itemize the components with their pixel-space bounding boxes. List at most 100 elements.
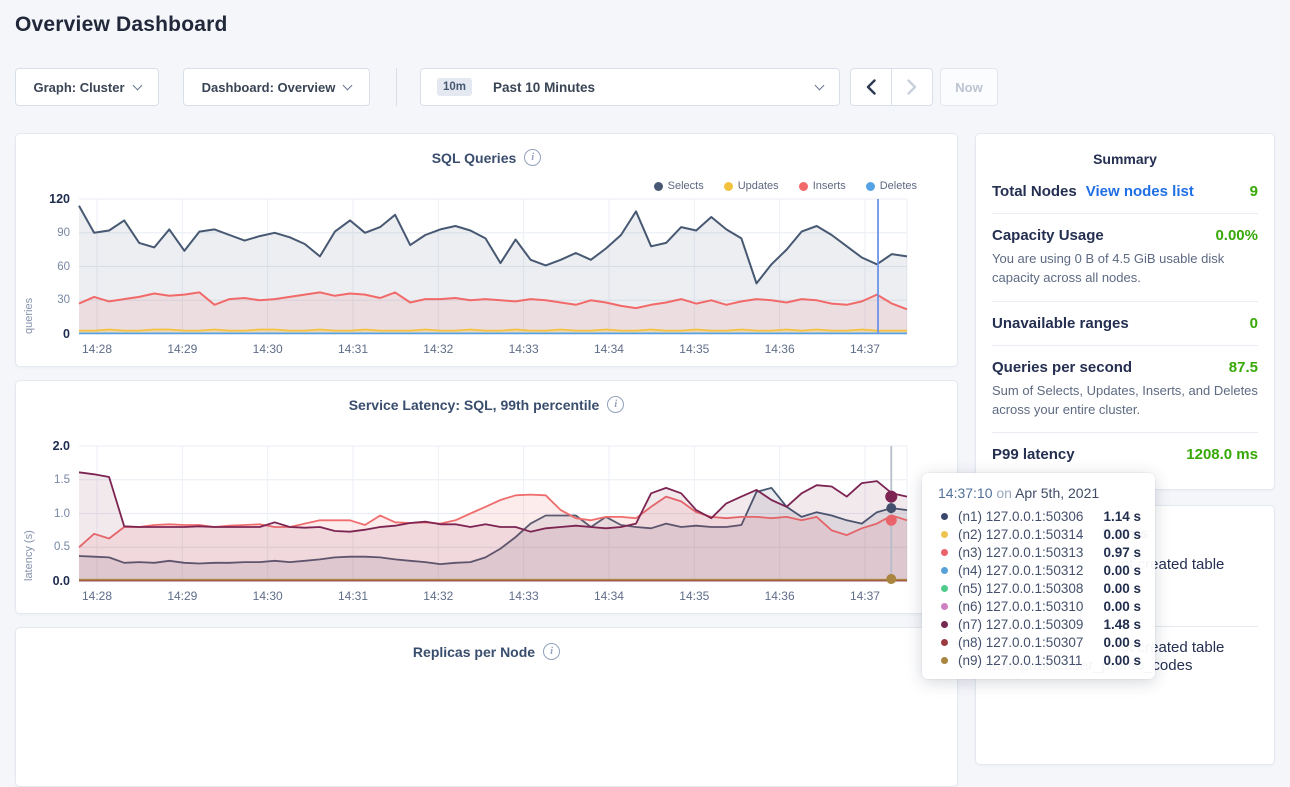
x-axis-tick-label: 14:34 [593, 342, 624, 356]
tooltip-node-label: (n3) 127.0.0.1:50313 [958, 544, 1084, 560]
node-color-dot [941, 512, 948, 520]
x-axis-tick-label: 14:32 [423, 342, 454, 356]
chevron-down-icon [132, 80, 142, 90]
now-button[interactable]: Now [940, 68, 998, 106]
x-axis-tick-label: 14:31 [337, 342, 368, 356]
tooltip-time: 14:37:10 [938, 485, 993, 501]
x-axis-tick-label: 14:35 [679, 589, 710, 603]
selects-color-dot [653, 181, 663, 191]
highlight-dot [885, 490, 898, 503]
tooltip-node-value: 0.00 s [1103, 562, 1141, 578]
x-axis-tick-label: 14:32 [423, 589, 454, 603]
summary-panel: Summary Total Nodes View nodes list 9 Ca… [975, 133, 1275, 490]
tooltip-date: Apr 5th, 2021 [1015, 485, 1100, 501]
highlight-dot [885, 514, 897, 526]
legend-label: Selects [667, 180, 704, 192]
y-axis-tick-label: 0.0 [52, 574, 70, 588]
summary-section-p99: P99 latency 1208.0 ms [992, 433, 1258, 476]
qps-label: Queries per second [992, 358, 1133, 376]
graph-dropdown[interactable]: Graph: Cluster [15, 68, 159, 106]
tooltip-node-label: (n8) 127.0.0.1:50307 [958, 634, 1084, 650]
y-axis-tick-label: 30 [57, 294, 70, 307]
tooltip-node-value: 0.00 s [1103, 526, 1141, 542]
info-icon[interactable]: i [524, 149, 542, 166]
x-axis-tick-label: 14:36 [764, 342, 795, 356]
node-color-dot [941, 638, 948, 646]
time-prev-button[interactable] [850, 68, 892, 106]
tooltip-node-value: 0.00 s [1103, 598, 1141, 614]
series-area [79, 487, 907, 581]
chevron-down-icon [814, 80, 825, 90]
time-next-button[interactable] [891, 68, 933, 106]
tooltip-node-label: (n6) 127.0.0.1:50310 [958, 598, 1084, 614]
x-axis-tick-label: 14:37 [849, 589, 880, 603]
tooltip-node-row: (n2) 127.0.0.1:50314 0.00 s [938, 525, 1141, 543]
legend-item-inserts[interactable]: Inserts [798, 180, 846, 192]
y-axis-tick-label: 1.0 [54, 507, 70, 520]
chart-canvas [78, 445, 908, 584]
dashboard-dropdown[interactable]: Dashboard: Overview [183, 68, 370, 106]
y-axis-tick-label: 0 [63, 327, 70, 341]
node-color-dot [941, 620, 948, 628]
total-nodes-value: 9 [1249, 183, 1258, 200]
p99-latency-label: P99 latency [992, 446, 1075, 464]
updates-color-dot [723, 181, 733, 191]
tooltip-node-label: (n7) 127.0.0.1:50309 [958, 616, 1084, 632]
summary-section-qps: Queries per second 87.5 Sum of Selects, … [992, 346, 1258, 434]
x-axis-tick-label: 14:33 [508, 342, 539, 356]
info-icon[interactable]: i [543, 643, 561, 660]
tooltip-node-row: (n7) 127.0.0.1:50309 1.48 s [938, 615, 1141, 633]
replicas-chart-card: Replicas per Node i [15, 627, 958, 787]
node-color-dot [941, 548, 948, 556]
chevron-right-icon [907, 79, 917, 95]
y-axis-tick-label: 1.5 [54, 473, 70, 486]
tooltip-node-label: (n5) 127.0.0.1:50308 [958, 580, 1084, 596]
legend-item-updates[interactable]: Updates [723, 180, 779, 192]
x-axis-tick-label: 14:29 [167, 589, 198, 603]
tooltip-node-value: 0.00 s [1103, 634, 1141, 650]
summary-section-unavailable: Unavailable ranges 0 [992, 302, 1258, 346]
replicas-chart-title: Replicas per Node [412, 643, 536, 660]
tooltip-node-row: (n3) 127.0.0.1:50313 0.97 s [938, 543, 1141, 561]
legend-item-deletes[interactable]: Deletes [865, 180, 917, 192]
series-line [78, 471, 908, 533]
sql-queries-chart-card: SQL Queries i Selects Updates Inserts De… [15, 133, 958, 367]
summary-title: Summary [1093, 151, 1157, 167]
tooltip-node-label: (n9) 127.0.0.1:50311 [958, 652, 1083, 668]
x-axis-tick-label: 14:35 [679, 342, 710, 356]
series-line [79, 328, 907, 332]
capacity-usage-label: Capacity Usage [992, 227, 1104, 244]
info-icon[interactable]: i [607, 396, 625, 413]
unavailable-ranges-label: Unavailable ranges [992, 314, 1129, 332]
time-range-dropdown[interactable]: 10m Past 10 Minutes [420, 68, 840, 106]
sql-queries-chart-title: SQL Queries [431, 149, 517, 166]
view-nodes-list-link[interactable]: View nodes list [1085, 183, 1194, 200]
inserts-color-dot [798, 181, 808, 191]
tooltip-node-row: (n8) 127.0.0.1:50307 0.00 s [938, 633, 1141, 651]
y-axis-tick-label: 0.5 [54, 541, 70, 554]
series-area [79, 472, 907, 581]
sql-chart-legend: Selects Updates Inserts Deletes [653, 180, 917, 192]
total-nodes-label: Total Nodes [992, 183, 1077, 200]
unavailable-ranges-value: 0 [1249, 314, 1258, 332]
tooltip-node-rows: (n1) 127.0.0.1:50306 1.14 s (n2) 127.0.0.1… [938, 507, 1141, 669]
tooltip-node-value: 1.14 s [1103, 508, 1141, 524]
capacity-usage-description: You are using 0 B of 4.5 GiB usable disk… [992, 251, 1225, 285]
sql-chart-plot-area[interactable]: queries 0 30 60 90 120 14:28 14:29 14:30 14:31 14… [23, 192, 908, 356]
tooltip-node-value: 0.00 s [1103, 580, 1141, 596]
x-axis-tick-label: 14:30 [252, 589, 283, 603]
y-axis-tick-label: 60 [57, 260, 70, 273]
tooltip-node-value: 1.48 s [1103, 616, 1141, 632]
node-color-dot [941, 602, 948, 610]
legend-item-selects[interactable]: Selects [653, 180, 704, 192]
node-color-dot [941, 566, 948, 574]
dashboard-dropdown-label: Dashboard: Overview [201, 79, 336, 95]
latency-chart-plot-area[interactable]: latency (s) 0.0 0.5 1.0 1.5 2.0 14:28 14:29 14:… [23, 439, 908, 603]
tooltip-node-row: (n5) 127.0.0.1:50308 0.00 s [938, 579, 1141, 597]
capacity-usage-value: 0.00% [1215, 227, 1258, 244]
x-axis-tick-label: 14:37 [849, 342, 880, 356]
series-line [78, 487, 908, 565]
series-line [78, 291, 908, 311]
tooltip-timestamp: 14:37:10 on Apr 5th, 2021 [938, 485, 1141, 501]
series-line [78, 205, 908, 285]
